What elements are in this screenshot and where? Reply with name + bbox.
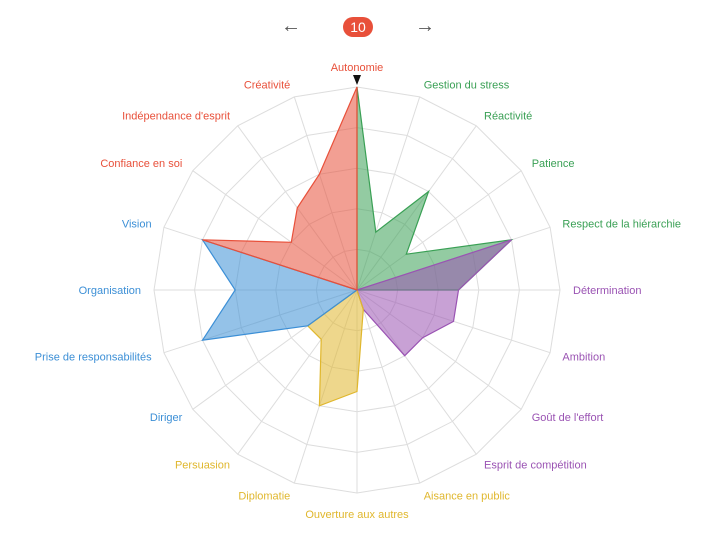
series-area-purple [356,239,512,357]
axis-label: Patience [532,158,575,170]
level-badge: 10 [343,17,373,37]
axis-label: Goût de l'effort [532,412,604,424]
axis-label: Détermination [573,285,641,297]
axis-label: Organisation [79,285,141,297]
axis-label: Persuasion [175,460,230,472]
series-area-red [202,86,358,291]
axis-label: Créativité [244,80,290,92]
next-arrow-icon[interactable]: → [415,15,435,37]
axis-label: Ouverture aux autres [305,509,409,521]
axis-label: Aisance en public [424,490,511,502]
axis-label: Réactivité [484,110,532,122]
axis-label: Gestion du stress [424,80,510,92]
axis-label: Esprit de compétition [484,460,587,472]
axis-label: Vision [122,218,152,230]
marker-icon [353,75,361,85]
axis-label: Respect de la hiérarchie [562,218,681,230]
axis-label: Ambition [562,352,605,364]
axis-label: Autonomie [331,62,384,74]
axis-label: Diplomatie [238,490,290,502]
grid-spoke [356,289,421,484]
prev-arrow-icon[interactable]: ← [281,15,301,37]
axis-label: Confiance en soi [100,158,182,170]
axis-label: Diriger [150,412,183,424]
axis-label: Indépendance d'esprit [122,110,230,122]
axis-label: Prise de responsabilités [35,352,152,364]
